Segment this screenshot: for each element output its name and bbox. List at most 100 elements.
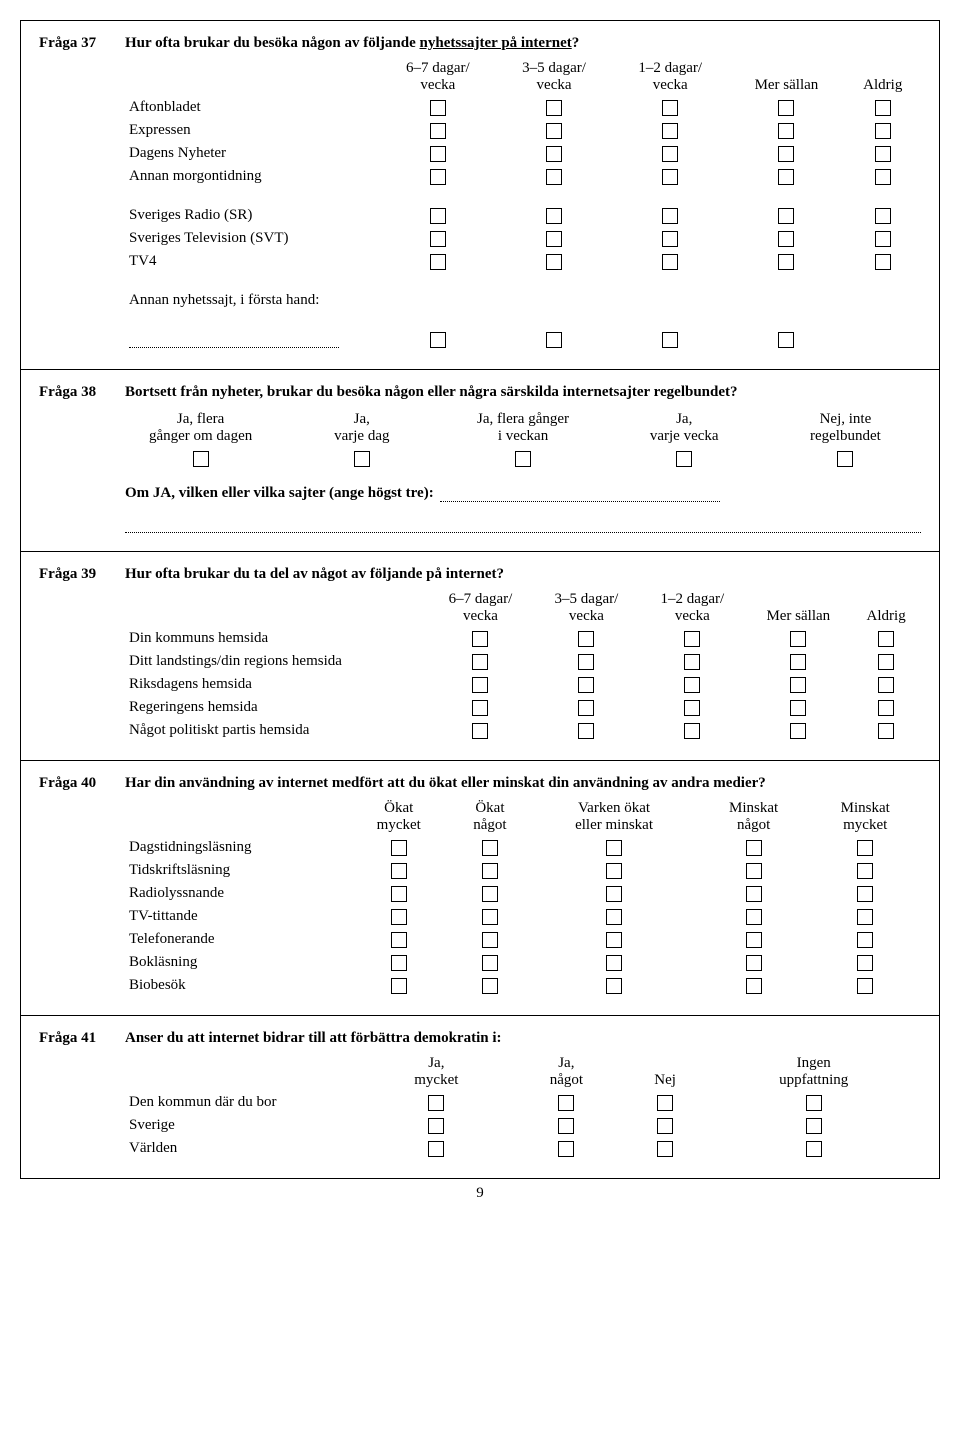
checkbox[interactable] <box>857 863 873 879</box>
checkbox[interactable] <box>662 169 678 185</box>
checkbox[interactable] <box>482 886 498 902</box>
checkbox[interactable] <box>746 932 762 948</box>
checkbox[interactable] <box>482 955 498 971</box>
checkbox[interactable] <box>428 1118 444 1134</box>
checkbox[interactable] <box>662 332 678 348</box>
checkbox[interactable] <box>875 100 891 116</box>
checkbox[interactable] <box>857 978 873 994</box>
checkbox[interactable] <box>606 955 622 971</box>
checkbox[interactable] <box>430 123 446 139</box>
checkbox[interactable] <box>878 654 894 670</box>
checkbox[interactable] <box>482 863 498 879</box>
checkbox[interactable] <box>430 100 446 116</box>
checkbox[interactable] <box>778 146 794 162</box>
checkbox[interactable] <box>391 978 407 994</box>
checkbox[interactable] <box>546 231 562 247</box>
checkbox[interactable] <box>546 100 562 116</box>
checkbox[interactable] <box>778 100 794 116</box>
checkbox[interactable] <box>684 654 700 670</box>
checkbox[interactable] <box>778 231 794 247</box>
checkbox[interactable] <box>606 840 622 856</box>
checkbox[interactable] <box>428 1141 444 1157</box>
checkbox[interactable] <box>578 677 594 693</box>
checkbox[interactable] <box>790 654 806 670</box>
checkbox[interactable] <box>657 1095 673 1111</box>
checkbox[interactable] <box>428 1095 444 1111</box>
checkbox[interactable] <box>875 254 891 270</box>
checkbox[interactable] <box>778 123 794 139</box>
checkbox[interactable] <box>430 208 446 224</box>
checkbox[interactable] <box>546 123 562 139</box>
checkbox[interactable] <box>578 654 594 670</box>
checkbox[interactable] <box>472 700 488 716</box>
checkbox[interactable] <box>778 169 794 185</box>
checkbox[interactable] <box>546 146 562 162</box>
checkbox[interactable] <box>746 909 762 925</box>
checkbox[interactable] <box>778 254 794 270</box>
checkbox[interactable] <box>472 677 488 693</box>
checkbox[interactable] <box>578 700 594 716</box>
checkbox[interactable] <box>430 169 446 185</box>
checkbox[interactable] <box>472 723 488 739</box>
checkbox[interactable] <box>391 932 407 948</box>
checkbox[interactable] <box>606 909 622 925</box>
checkbox[interactable] <box>606 978 622 994</box>
checkbox[interactable] <box>662 208 678 224</box>
checkbox[interactable] <box>662 100 678 116</box>
checkbox[interactable] <box>430 146 446 162</box>
checkbox[interactable] <box>857 840 873 856</box>
checkbox[interactable] <box>857 886 873 902</box>
checkbox[interactable] <box>606 886 622 902</box>
checkbox[interactable] <box>778 332 794 348</box>
q37-other-input[interactable] <box>129 333 339 348</box>
checkbox[interactable] <box>875 123 891 139</box>
checkbox[interactable] <box>662 231 678 247</box>
checkbox[interactable] <box>662 254 678 270</box>
checkbox[interactable] <box>837 451 853 467</box>
checkbox[interactable] <box>546 208 562 224</box>
checkbox[interactable] <box>578 631 594 647</box>
checkbox[interactable] <box>875 146 891 162</box>
checkbox[interactable] <box>790 723 806 739</box>
checkbox[interactable] <box>790 677 806 693</box>
checkbox[interactable] <box>857 932 873 948</box>
checkbox[interactable] <box>391 955 407 971</box>
checkbox[interactable] <box>676 451 692 467</box>
checkbox[interactable] <box>746 978 762 994</box>
checkbox[interactable] <box>430 231 446 247</box>
checkbox[interactable] <box>875 169 891 185</box>
checkbox[interactable] <box>662 123 678 139</box>
checkbox[interactable] <box>472 654 488 670</box>
checkbox[interactable] <box>391 909 407 925</box>
checkbox[interactable] <box>878 631 894 647</box>
checkbox[interactable] <box>790 700 806 716</box>
checkbox[interactable] <box>430 332 446 348</box>
checkbox[interactable] <box>662 146 678 162</box>
checkbox[interactable] <box>606 932 622 948</box>
checkbox[interactable] <box>578 723 594 739</box>
checkbox[interactable] <box>684 700 700 716</box>
checkbox[interactable] <box>878 700 894 716</box>
checkbox[interactable] <box>857 955 873 971</box>
checkbox[interactable] <box>684 631 700 647</box>
checkbox[interactable] <box>354 451 370 467</box>
checkbox[interactable] <box>746 886 762 902</box>
checkbox[interactable] <box>790 631 806 647</box>
checkbox[interactable] <box>391 840 407 856</box>
checkbox[interactable] <box>391 886 407 902</box>
q38-followup-line[interactable] <box>125 516 921 533</box>
checkbox[interactable] <box>857 909 873 925</box>
checkbox[interactable] <box>546 254 562 270</box>
checkbox[interactable] <box>778 208 794 224</box>
q38-followup-input[interactable] <box>440 489 720 502</box>
checkbox[interactable] <box>482 840 498 856</box>
checkbox[interactable] <box>878 677 894 693</box>
checkbox[interactable] <box>558 1118 574 1134</box>
checkbox[interactable] <box>546 332 562 348</box>
checkbox[interactable] <box>746 840 762 856</box>
checkbox[interactable] <box>746 955 762 971</box>
checkbox[interactable] <box>606 863 622 879</box>
checkbox[interactable] <box>558 1095 574 1111</box>
checkbox[interactable] <box>875 231 891 247</box>
checkbox[interactable] <box>806 1118 822 1134</box>
